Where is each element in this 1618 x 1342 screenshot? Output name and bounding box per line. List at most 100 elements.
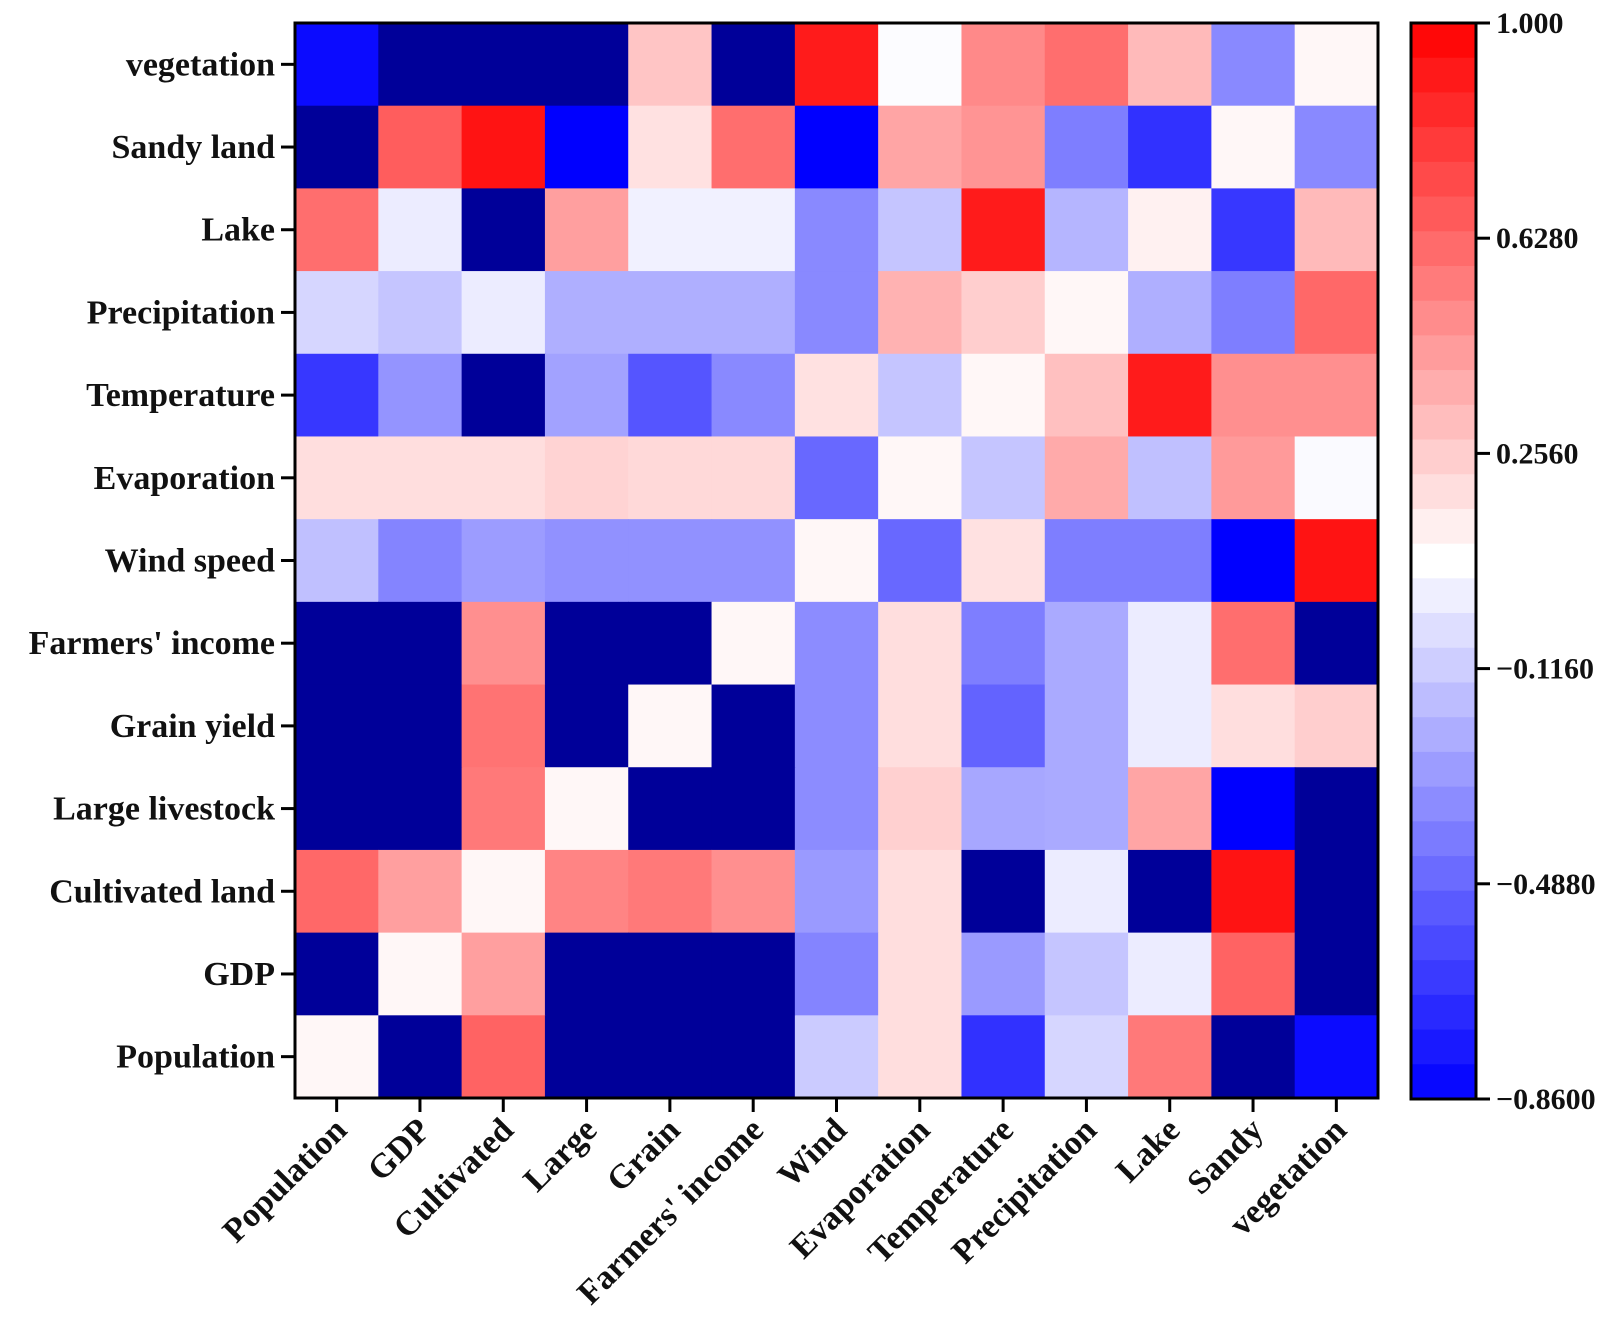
colorbar: 1.000 0.6280 0.2560 −0.1160 −0.4880 −0.8600 — [1409, 7, 1596, 1116]
colorbar-band — [1411, 265, 1476, 302]
heatmap-cell — [1128, 23, 1212, 107]
heatmap-cell — [295, 519, 379, 603]
heatmap-cell — [295, 271, 379, 355]
heatmap-cell — [1044, 353, 1129, 438]
heatmap-cell — [544, 436, 629, 520]
heatmap-cell — [628, 601, 713, 686]
colorbar-band — [1411, 994, 1476, 1031]
heatmap-cell — [711, 1015, 796, 1099]
colorbar-band — [1411, 92, 1476, 128]
y-tick-label: Precipitation — [87, 294, 275, 331]
heatmap-cell — [378, 271, 463, 355]
heatmap-cell — [461, 436, 546, 520]
heatmap-cell — [794, 1015, 879, 1099]
heatmap-cell — [1128, 188, 1212, 272]
heatmap-cell — [544, 767, 629, 851]
colorbar-band — [1411, 335, 1476, 371]
heatmap-cell — [961, 684, 1046, 768]
x-tick-label: Lake — [1109, 1111, 1187, 1189]
heatmap-cell — [378, 1015, 463, 1099]
heatmap-cell — [794, 353, 879, 438]
heatmap-cell — [1044, 519, 1129, 603]
heatmap-cell — [628, 519, 713, 603]
colorbar-band — [1411, 370, 1476, 406]
heatmap-cell — [1128, 849, 1212, 934]
heatmap-cell — [1294, 353, 1379, 438]
heatmap-cell — [1294, 684, 1379, 768]
heatmap-cell — [1128, 1015, 1212, 1099]
colorbar-band — [1411, 1029, 1476, 1065]
heatmap-cell — [1294, 519, 1379, 603]
colorbar-band — [1411, 1064, 1476, 1100]
heatmap-cell — [544, 684, 629, 768]
heatmap-cell — [628, 353, 713, 438]
heatmap-cell — [961, 188, 1046, 272]
colorbar-band — [1411, 821, 1476, 857]
heatmap-cell — [461, 767, 546, 851]
heatmap-cell — [1128, 436, 1212, 520]
heatmap-cell — [961, 436, 1046, 520]
colorbar-band — [1411, 300, 1476, 336]
heatmap-cell — [461, 188, 546, 272]
heatmap-cell — [378, 767, 463, 851]
heatmap-cell — [961, 932, 1046, 1016]
heatmap-cell — [461, 601, 546, 686]
colorbar-band — [1411, 647, 1476, 684]
heatmap-cell — [961, 519, 1046, 603]
heatmap-cell — [295, 1015, 379, 1099]
heatmap-cell — [378, 849, 463, 934]
heatmap-cell — [878, 601, 963, 686]
heatmap-cell — [1211, 1015, 1296, 1099]
heatmap-cell — [544, 23, 629, 107]
heatmap-cell — [1294, 105, 1379, 189]
heatmap-cell — [1211, 436, 1296, 520]
y-axis: vegetation Sandy land Lake Precipitation Tem… — [29, 46, 295, 1076]
heatmap-cell — [961, 767, 1046, 851]
x-tick-label: Population — [216, 1111, 354, 1249]
colorbar-band — [1411, 960, 1476, 996]
heatmap-cell — [461, 932, 546, 1016]
heatmap-cell — [878, 684, 963, 768]
heatmap-cell — [378, 188, 463, 272]
heatmap-cell — [961, 1015, 1046, 1099]
heatmap-cell — [628, 105, 713, 189]
heatmap-cell — [1211, 849, 1296, 934]
heatmap-cell — [878, 23, 963, 107]
heatmap-cells — [295, 23, 1379, 1099]
heatmap-cell — [794, 849, 879, 934]
y-tick-label: vegetation — [126, 46, 275, 83]
heatmap-cell — [461, 519, 546, 603]
x-tick-label: GDP — [361, 1111, 438, 1188]
y-tick-label: Wind speed — [105, 543, 275, 580]
heatmap-cell — [1294, 1015, 1379, 1099]
heatmap-cell — [794, 23, 879, 107]
y-tick-label: Evaporation — [94, 460, 275, 497]
x-tick-label: Precipitation — [945, 1111, 1104, 1270]
heatmap-cell — [544, 849, 629, 934]
y-tick-label: Grain yield — [110, 708, 275, 745]
heatmap-cell — [295, 932, 379, 1016]
colorbar-band — [1411, 925, 1476, 961]
heatmap-cell — [1044, 105, 1129, 189]
heatmap-cell — [628, 1015, 713, 1099]
heatmap-cell — [1044, 188, 1129, 272]
x-tick-label: Large — [517, 1111, 605, 1199]
heatmap-cell — [1044, 601, 1129, 686]
heatmap-cell — [711, 684, 796, 768]
heatmap-cell — [711, 767, 796, 851]
y-tick-label: Farmers' income — [29, 625, 275, 662]
heatmap-cell — [1211, 353, 1296, 438]
heatmap-cell — [1128, 932, 1212, 1016]
heatmap-cell — [878, 849, 963, 934]
heatmap-cell — [1294, 767, 1379, 851]
heatmap-cell — [1294, 23, 1379, 107]
heatmap-cell — [878, 1015, 963, 1099]
heatmap-cell — [711, 849, 796, 934]
heatmap-cell — [628, 684, 713, 768]
y-tick-label: Large livestock — [53, 791, 275, 828]
heatmap-cell — [878, 767, 963, 851]
colorbar-band — [1411, 474, 1476, 510]
heatmap-cell — [1211, 767, 1296, 851]
y-tick-label: Sandy land — [112, 129, 276, 166]
